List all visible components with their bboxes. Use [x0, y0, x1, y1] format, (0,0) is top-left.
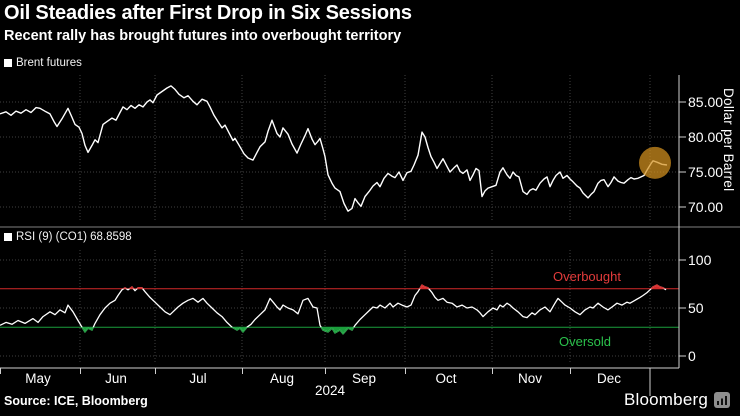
- chart-subtitle: Recent rally has brought futures into ov…: [4, 28, 402, 44]
- price-legend-marker-icon: [4, 59, 12, 67]
- rsi-legend-label: RSI (9) (CO1) 68.8598: [16, 231, 132, 243]
- month-label: Jul: [189, 371, 207, 386]
- price-axis-tick-label: 80.00: [688, 129, 724, 145]
- bloomberg-logo: Bloomberg: [624, 390, 730, 410]
- rsi-axis-tick-label: 100: [688, 252, 712, 268]
- price-legend: Brent futures: [4, 57, 82, 69]
- oversold-label: Oversold: [558, 334, 612, 349]
- rsi-axis-tick-label: 0: [688, 348, 696, 364]
- rsi-legend-marker-icon: [4, 233, 12, 241]
- month-label: Aug: [269, 371, 295, 386]
- price-axis-tick-label: 75.00: [688, 164, 724, 180]
- rsi-axis-tick-label: 50: [688, 300, 704, 316]
- month-label: Nov: [517, 371, 542, 386]
- bloomberg-logo-icon: [714, 392, 730, 408]
- price-legend-label: Brent futures: [16, 57, 82, 69]
- price-axis-unit-label: Dollar per Barrel: [721, 88, 736, 192]
- month-label: May: [25, 371, 51, 386]
- price-axis-tick-label: 85.00: [688, 94, 724, 110]
- month-label: Jun: [105, 371, 127, 386]
- rsi-legend: RSI (9) (CO1) 68.8598: [4, 231, 132, 243]
- month-label: Sep: [351, 371, 377, 386]
- overbought-label: Overbought: [553, 269, 621, 284]
- bloomberg-wordmark: Bloomberg: [623, 390, 708, 409]
- price-axis-tick-label: 70.00: [688, 199, 724, 215]
- year-label: 2024: [314, 383, 346, 398]
- source-text: Source: ICE, Bloomberg: [4, 394, 148, 408]
- chart-title: Oil Steadies after First Drop in Six Ses…: [4, 2, 412, 24]
- month-label: Dec: [596, 371, 621, 386]
- month-label: Oct: [435, 371, 457, 386]
